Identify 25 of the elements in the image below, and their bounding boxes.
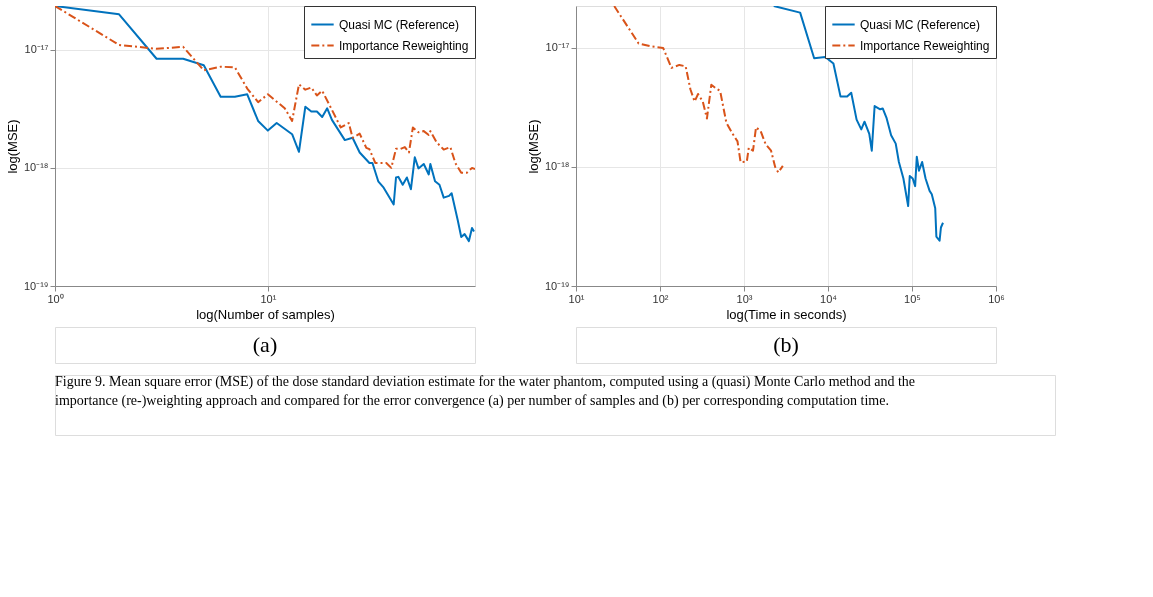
y-tick-label: 10⁻¹⁸ — [23, 161, 49, 174]
y-axis-title: log(MSE) — [4, 119, 20, 174]
y-tick-label: 10⁻¹⁹ — [544, 279, 570, 292]
legend-label: Importance Reweighting — [339, 38, 469, 53]
text: (a) — [252, 332, 278, 357]
legend-label: Quasi MC (Reference) — [860, 17, 981, 32]
x-tick-label: 10⁴ — [820, 292, 838, 305]
legend-label: Quasi MC (Reference) — [339, 17, 460, 32]
y-tick-label: 10⁻¹⁹ — [23, 279, 49, 292]
x-axis-title: log(Number of samples) — [196, 306, 335, 322]
x-tick-label: 10⁶ — [988, 292, 1005, 305]
x-tick-label: 10⁰ — [47, 292, 64, 305]
x-tick-label: 10² — [652, 292, 669, 305]
caption: Figure 9. Mean square error (MSE) of the dose standard deviation estimate for the water phantom, computed using a (quasi) Monte Carlo method and the importance (re-)weighting approach and compared for the error convergence (a) per number of samples and (b) per corresponding computation time. — [55, 374, 915, 409]
legend-label: Importance Reweighting — [860, 38, 990, 53]
x-tick-label: 10⁵ — [904, 292, 921, 305]
text: (b) — [773, 332, 799, 357]
y-tick-label: 10⁻¹⁷ — [545, 41, 570, 54]
x-tick-label: 10¹ — [568, 292, 585, 305]
y-axis-title: log(MSE) — [525, 119, 541, 174]
x-axis-title: log(Time in seconds) — [726, 306, 847, 322]
y-tick-label: 10⁻¹⁸ — [544, 160, 570, 173]
x-tick-label: 10¹ — [260, 292, 277, 305]
x-tick-label: 10³ — [736, 292, 753, 305]
y-tick-label: 10⁻¹⁷ — [24, 43, 49, 56]
